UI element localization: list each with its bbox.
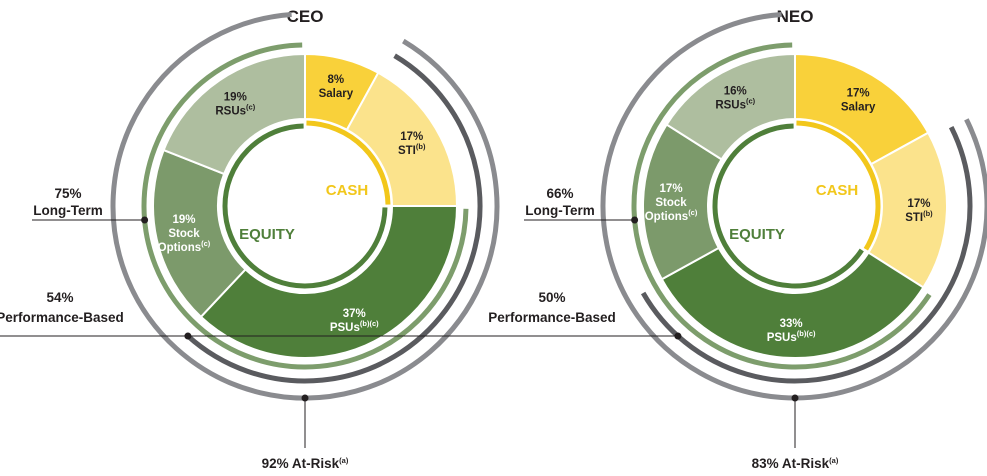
long-term-label: Long-Term: [525, 203, 595, 218]
at-risk-dot: [791, 394, 799, 402]
slice-pct-rsu: 16%: [724, 85, 747, 97]
slice-footnote-psu: (b)(c): [360, 319, 379, 328]
slice-pct-salary: 17%: [847, 87, 870, 99]
slice-name-salary: Salary: [319, 88, 354, 100]
slice-footnote-options: (c): [201, 239, 211, 248]
slice-name-rsu: RSUs(c): [215, 102, 255, 117]
slice-footnote-options: (c): [688, 208, 698, 217]
slice-pct-salary: 8%: [328, 74, 345, 86]
at-risk-footnote: (a): [829, 456, 839, 465]
performance-label: Performance-Based: [488, 310, 616, 325]
chart-neo: NEOCASHEQUITY17%Salary17%STI(b)33%PSUs(b…: [0, 7, 987, 471]
long-term-label: Long-Term: [33, 203, 103, 218]
at-risk-arc: [600, 11, 987, 401]
slice-rsu: [162, 52, 306, 176]
cash-ring: [796, 120, 881, 251]
long-term-arc: [141, 42, 469, 370]
long-term-pct: 66%: [546, 186, 573, 201]
slice-name-options: Stock: [168, 228, 200, 240]
performance-dot: [674, 332, 682, 340]
slice-name-rsu: RSUs(c): [715, 96, 755, 111]
slice-pct-psu: 33%: [780, 318, 803, 330]
slice-footnote-rsu: (c): [246, 102, 256, 111]
slice-name-salary: Salary: [841, 101, 876, 113]
slice-pct-rsu: 19%: [224, 91, 247, 103]
long-term-dot: [631, 216, 639, 224]
at-risk-label: 83% At-Risk(a): [752, 456, 839, 471]
slice-pct-sti: 17%: [907, 198, 930, 210]
cash-hub-label: CASH: [816, 182, 859, 199]
slice-pct-sti: 17%: [400, 131, 423, 143]
equity-ring: [222, 123, 388, 289]
slice-pct-options: 17%: [660, 183, 683, 195]
equity-hub-label: EQUITY: [729, 226, 785, 243]
slice-name-options: Options(c): [158, 239, 211, 254]
at-risk-dot: [301, 394, 309, 402]
chart-title: NEO: [777, 7, 814, 26]
at-risk-footnote: (a): [339, 456, 349, 465]
equity-ring: [712, 123, 864, 289]
long-term-dot: [141, 216, 149, 224]
performance-based-arc: [185, 53, 483, 384]
slice-pct-options: 19%: [172, 214, 195, 226]
performance-pct: 54%: [46, 290, 73, 305]
at-risk-label: 92% At-Risk(a): [262, 456, 349, 471]
slice-psu: [660, 246, 925, 360]
slice-rsu: [665, 52, 796, 161]
long-term-arc: [631, 42, 932, 370]
slice-name-options: Options(c): [645, 208, 698, 223]
cash-hub-label: CASH: [326, 182, 369, 199]
slice-footnote-sti: (b): [416, 142, 426, 151]
performance-pct: 50%: [538, 290, 565, 305]
slice-name-options: Stock: [655, 197, 687, 209]
slice-footnote-psu: (b)(c): [797, 329, 816, 338]
cash-ring: [306, 120, 391, 205]
equity-hub-label: EQUITY: [239, 226, 295, 243]
slice-psu: [199, 205, 459, 359]
long-term-pct: 75%: [54, 186, 81, 201]
chart-ceo: CEOCASHEQUITY8%Salary17%STI(b)37%PSUs(b)…: [0, 7, 500, 471]
slice-pct-psu: 37%: [343, 308, 366, 320]
slice-footnote-sti: (b): [923, 209, 933, 218]
performance-based-arc: [640, 125, 973, 384]
slice-footnote-rsu: (c): [746, 96, 756, 105]
at-risk-arc: [110, 11, 500, 401]
performance-label: Performance-Based: [0, 310, 124, 325]
chart-title: CEO: [287, 7, 324, 26]
